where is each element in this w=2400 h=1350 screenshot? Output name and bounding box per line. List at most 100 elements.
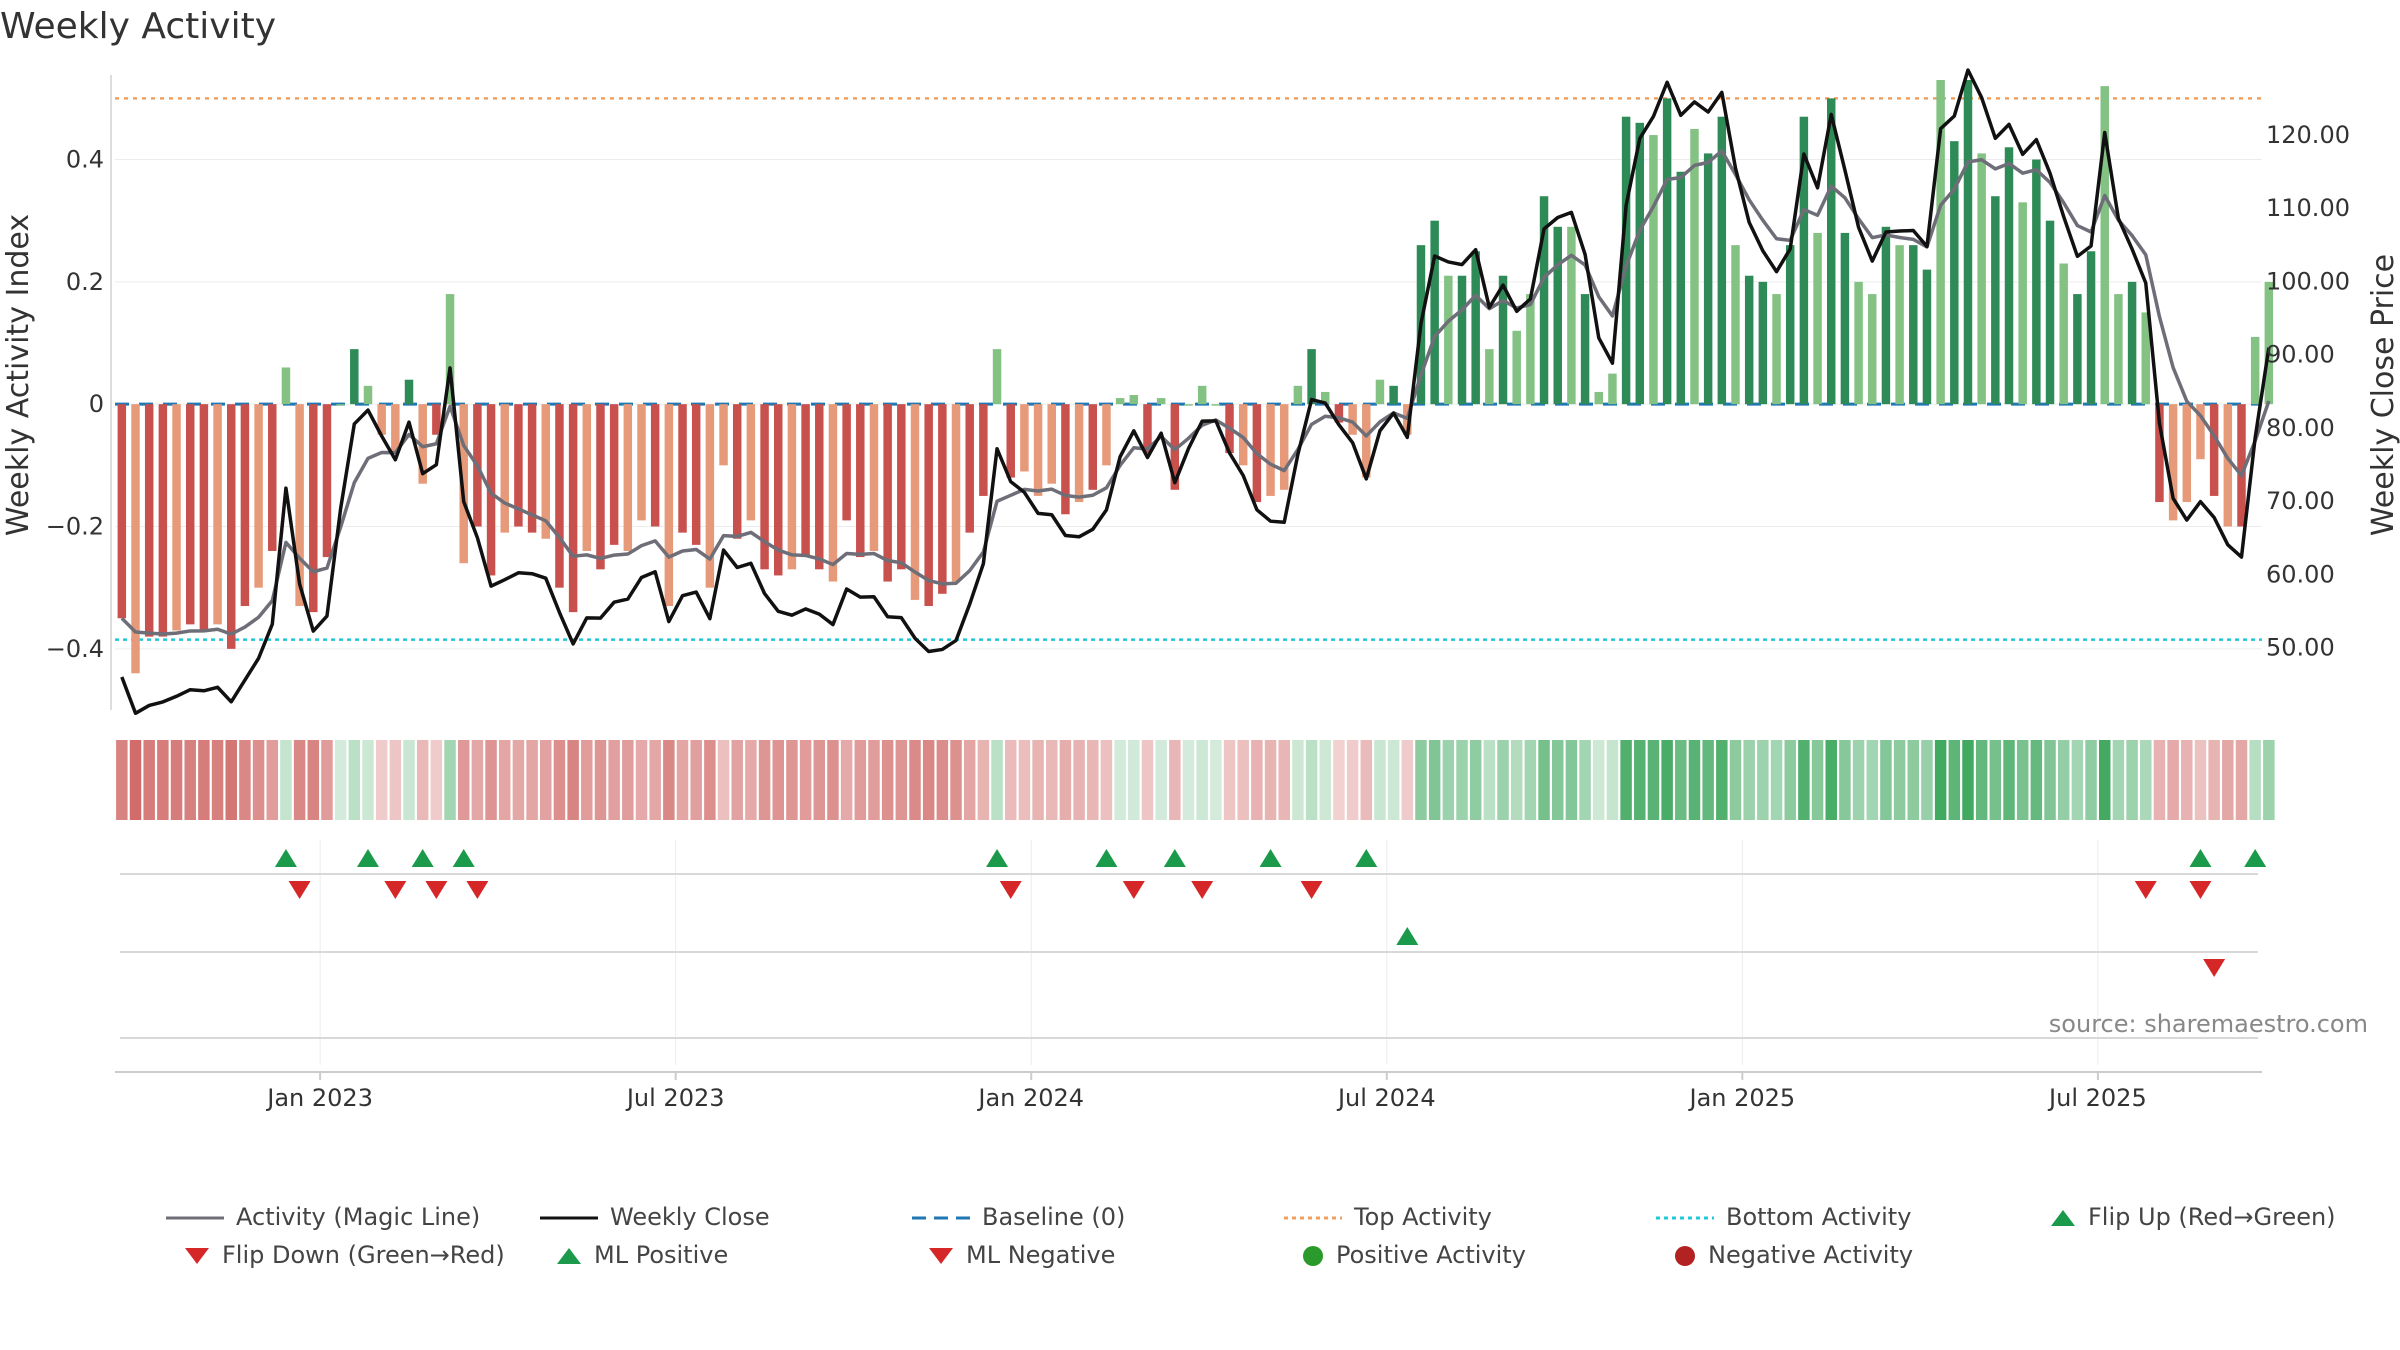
activity-bar [1881,226,1891,405]
heat-cell [936,740,949,820]
activity-bar [1143,404,1152,454]
activity-bar [240,404,250,607]
heat-cell [170,740,183,820]
activity-bar [1963,80,1973,405]
y-tick-left: −0.2 [46,513,104,541]
heat-cell [1237,740,1249,820]
activity-bar [377,404,386,435]
reference-lines [115,97,2262,641]
activity-bar [637,404,646,521]
heat-cell [471,740,484,820]
heat-cell [252,740,265,820]
activity-bar [172,404,181,631]
activity-bar [213,404,222,625]
legend-item-negative-activity: Negative Activity [1674,1241,1913,1269]
activity-bar [1102,404,1111,466]
heat-cell [362,740,374,820]
heat-cell [2016,740,2029,820]
activity-bar [1690,128,1699,405]
heat-cell [1333,740,1345,820]
heat-cell [1196,740,1208,820]
activity-bar [760,404,769,570]
activity-bar [883,404,892,582]
heat-cell [1278,740,1290,820]
heat-cell [485,740,497,820]
heat-cell [2249,740,2261,820]
heat-cell [280,740,292,820]
activity-bar [1362,404,1371,478]
y-tick-right: 100.00 [2266,267,2350,295]
heat-cell [717,740,730,820]
heat-cell [116,740,128,820]
heat-cell [1962,740,1974,820]
activity-bar [787,404,797,570]
heat-cell [1702,740,1714,820]
activity-bar [1594,391,1603,405]
heat-cell [2057,740,2070,820]
activity-bar [869,404,879,551]
y-tick-left: 0 [89,390,104,418]
heat-cell [649,740,661,820]
activity-bar [924,404,933,607]
heat-cell [745,740,757,820]
activity-bar [1074,404,1084,503]
activity-bar [1826,98,1836,405]
heat-cell [1251,740,1263,820]
activity-bar [2196,404,2205,460]
heat-cell [1428,740,1441,820]
activity-bar [363,385,373,405]
activity-bar [1813,232,1822,405]
flip-up-marker [1095,849,1118,867]
ml-negative-swatch [929,1248,953,1264]
activity-bar [828,404,838,582]
heat-cell [457,740,470,820]
heat-cell [2030,740,2043,820]
flip-down-marker [1122,881,1145,899]
activity-bar [1444,275,1453,405]
activity-bar [1006,404,1015,478]
activity-bar [1170,404,1180,490]
activity-bar [1621,116,1631,405]
activity-bar [514,404,523,527]
activity-bar [746,404,756,521]
heat-cell [786,740,798,820]
heat-cell [211,740,224,820]
flip-down-marker [1300,881,1323,899]
heat-cell [239,740,251,820]
activity-bar [500,404,509,533]
y-tick-right: 80.00 [2266,414,2335,442]
activity-bar [1676,171,1686,405]
heat-cell [348,740,361,820]
heat-cell [1538,740,1550,820]
heat-cell [1757,740,1769,820]
heat-cell [1675,740,1687,820]
activity-bar [1991,196,2000,405]
activity-bar [623,404,633,551]
heat-cell [594,740,607,820]
magic-line-swatch [166,1216,224,1220]
heat-cell [1305,740,1318,820]
activity-bar [1375,379,1385,405]
heat-cell [1880,740,1892,820]
heat-cell [1975,740,1988,820]
activity-bar [1115,398,1125,405]
heat-cell [1948,740,1961,820]
flip-down-marker [425,881,448,899]
flip-up-marker [1355,849,1378,867]
heat-cell [1469,740,1482,820]
activity-bar [2209,404,2219,496]
heat-cell [1770,740,1783,820]
heat-cell [1934,740,1947,820]
heat-cell [1169,740,1181,820]
heat-cell [1606,740,1619,820]
heat-cell [444,740,456,820]
activity-bar [1785,245,1795,405]
heat-cell [1688,740,1701,820]
activity-bar [2182,404,2192,503]
heat-cell [1046,740,1058,820]
bottom-activity-swatch [1656,1216,1714,1220]
heat-cell [2235,740,2248,820]
flip-down-marker [2203,959,2226,977]
x-tick-label: Jan 2024 [976,1084,1084,1112]
